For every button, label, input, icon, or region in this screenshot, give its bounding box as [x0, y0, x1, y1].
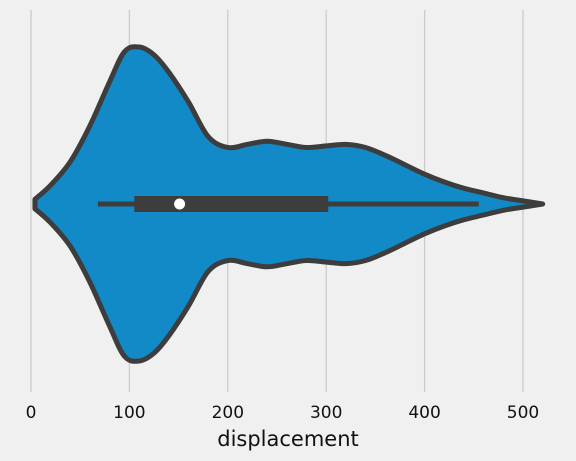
- interquartile-box: [134, 196, 329, 212]
- x-tick-label: 500: [507, 403, 539, 423]
- x-tick-label: 0: [26, 403, 37, 423]
- x-tick-label: 200: [212, 403, 244, 423]
- x-tick-label: 100: [113, 403, 145, 423]
- x-tick-label: 300: [310, 403, 342, 423]
- x-axis-ticks: 0 100 200 300 400 500: [26, 403, 540, 423]
- x-axis-label: displacement: [217, 427, 359, 451]
- box-summary: [97, 196, 479, 212]
- x-tick-label: 400: [408, 403, 440, 423]
- median-point: [174, 198, 186, 210]
